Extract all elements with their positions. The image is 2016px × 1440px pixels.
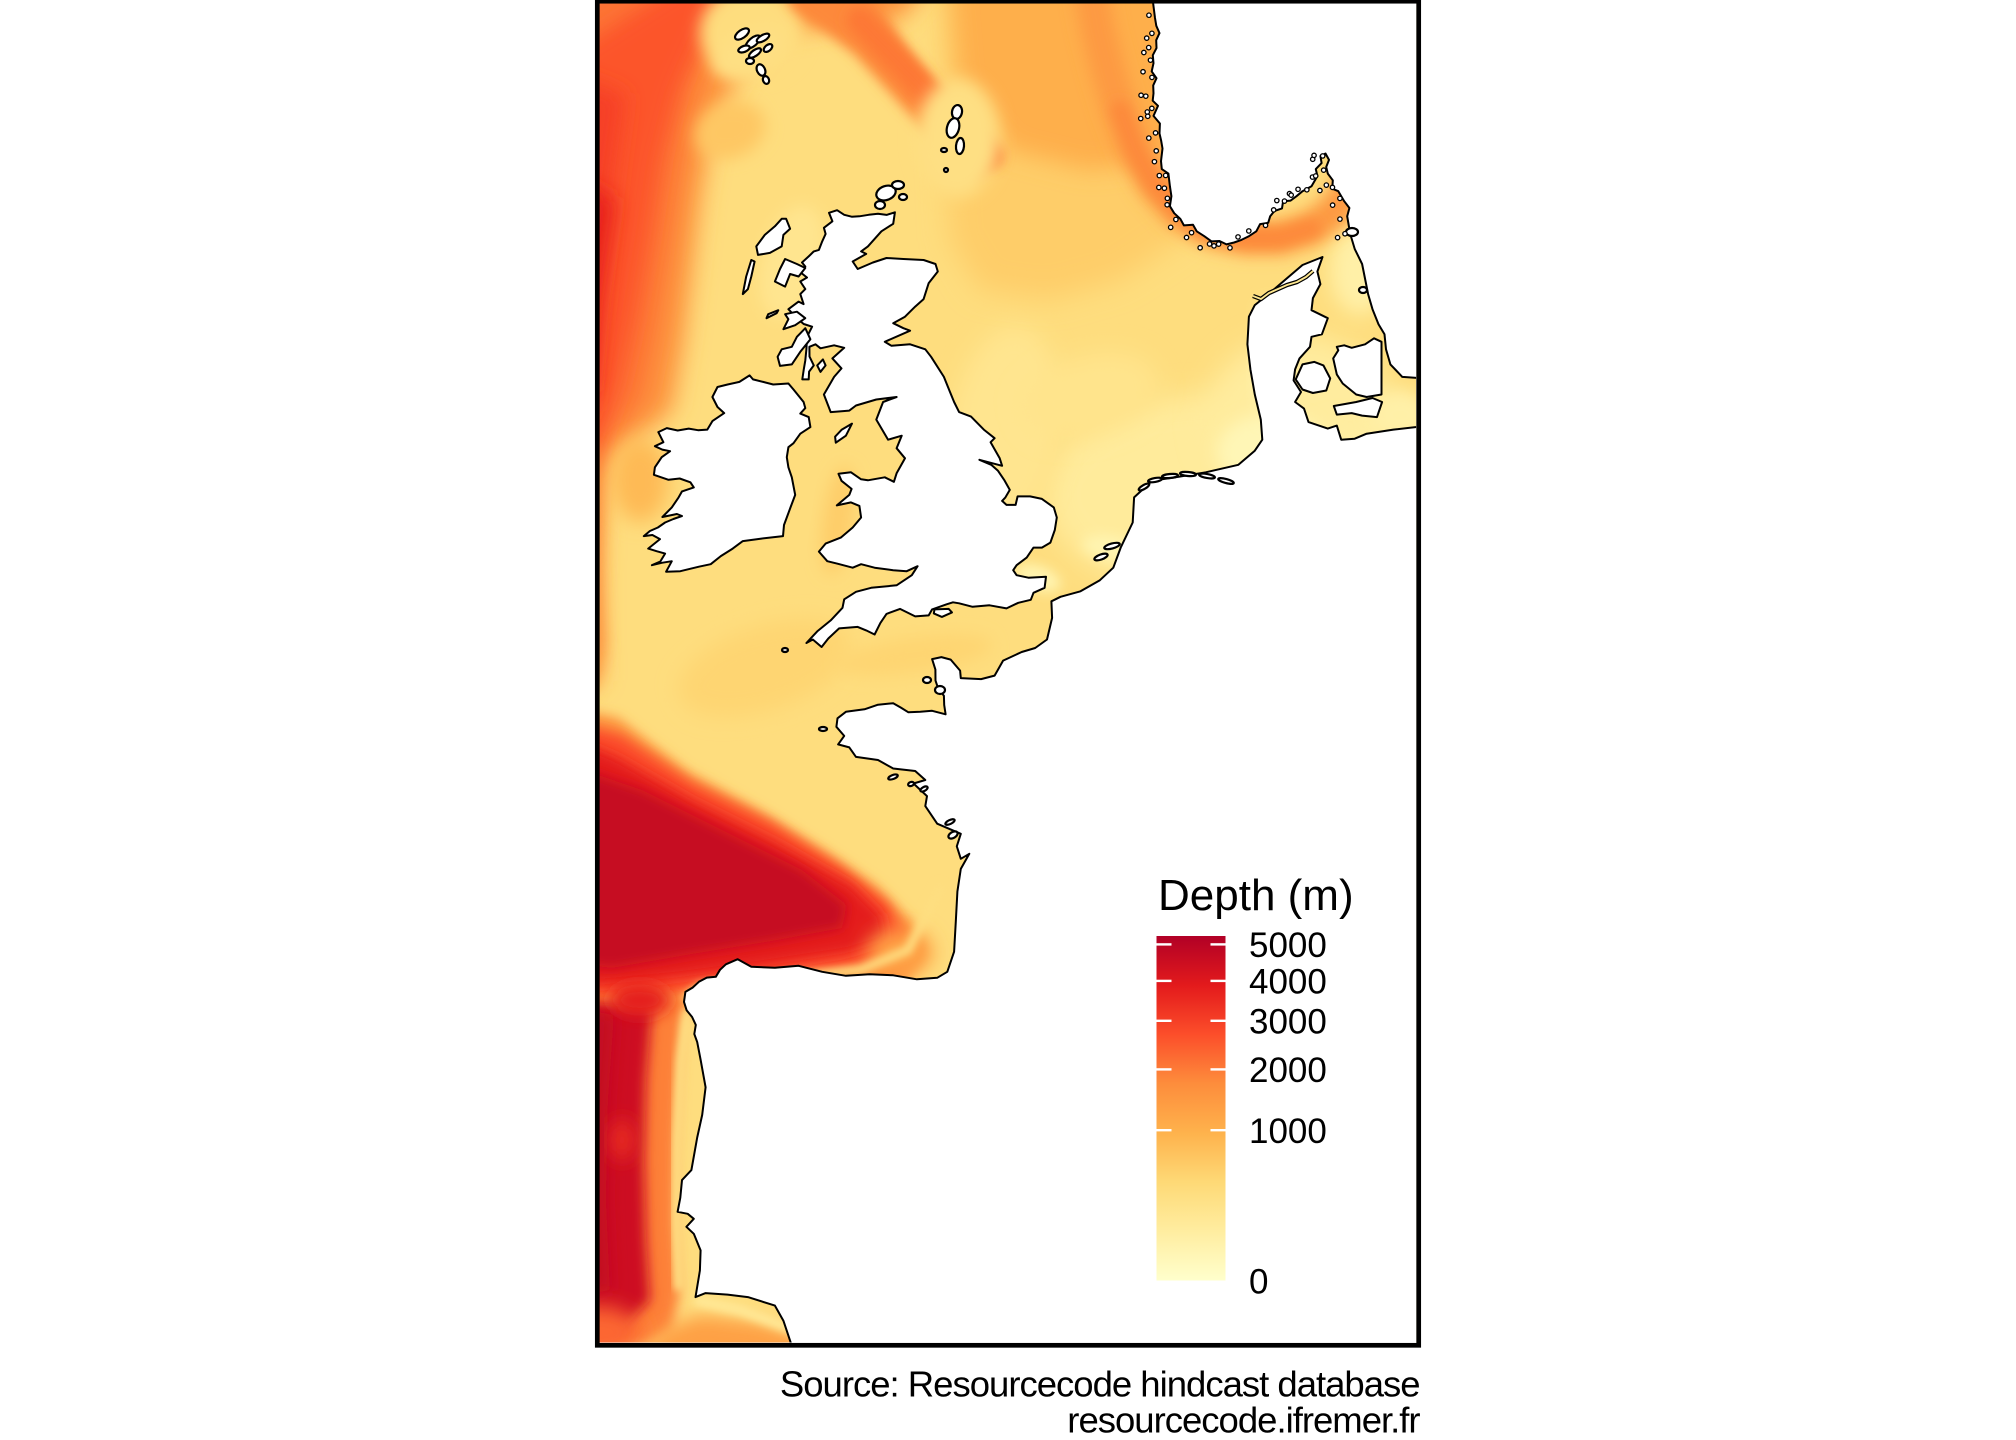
svg-text:5000: 5000	[1249, 926, 1327, 965]
svg-text:4000: 4000	[1249, 963, 1327, 1002]
svg-text:2000: 2000	[1249, 1051, 1327, 1090]
svg-text:resourcecode.ifremer.fr: resourcecode.ifremer.fr	[1067, 1399, 1420, 1440]
svg-text:0: 0	[1249, 1263, 1268, 1302]
svg-text:Depth (m): Depth (m)	[1158, 871, 1354, 920]
svg-text:3000: 3000	[1249, 1003, 1327, 1042]
svg-text:Source: Resourcecode hindcast: Source: Resourcecode hindcast database	[780, 1364, 1420, 1405]
svg-text:1000: 1000	[1249, 1112, 1327, 1151]
